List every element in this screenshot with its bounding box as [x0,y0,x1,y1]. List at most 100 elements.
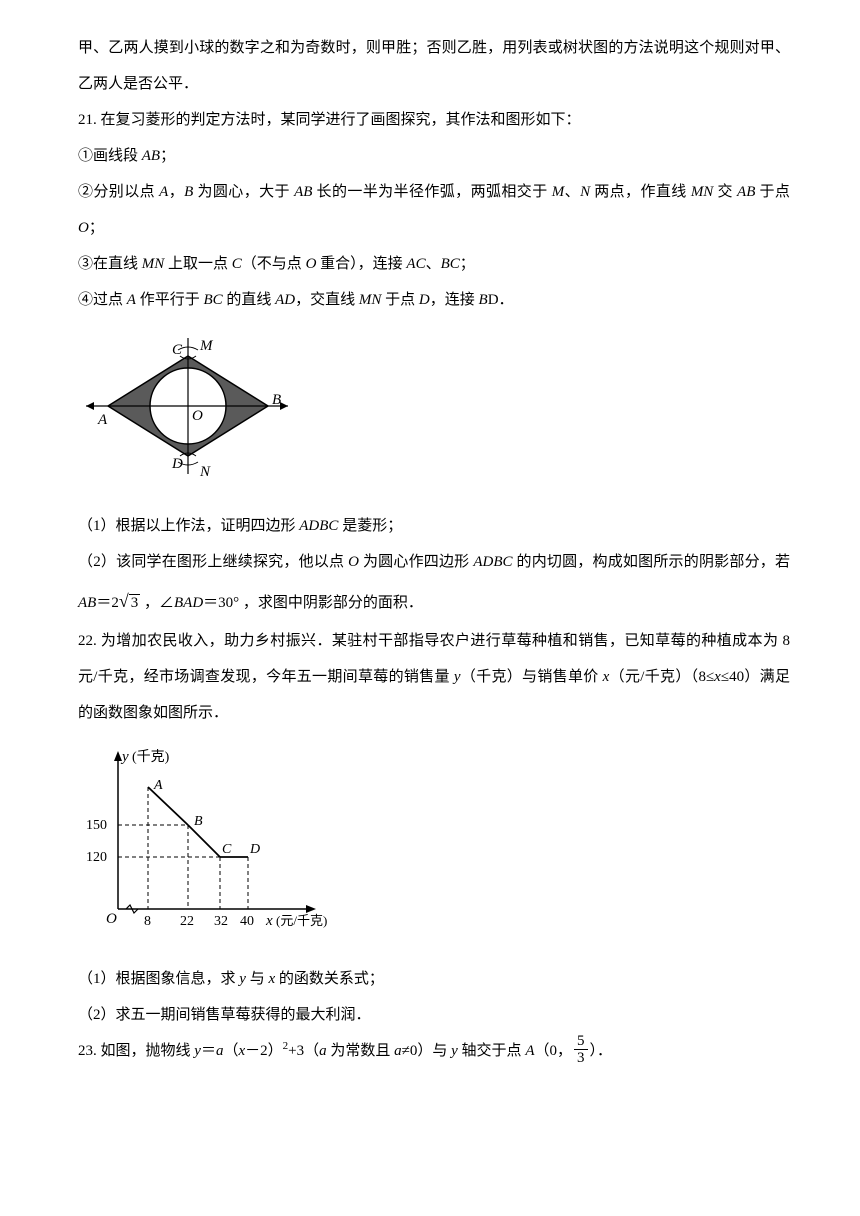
var-ADBC: ADBC [299,518,338,534]
var-BAD: BAD [174,595,203,611]
var-ADBC: ADBC [473,554,512,570]
var-BC: BC [441,256,460,272]
var-MN: MN [691,184,714,200]
text: 于点 [755,184,790,200]
q21-step4: ④过点 A 作平行于 BC 的直线 AD，交直线 MN 于点 D，连接 BD． [78,282,790,318]
fraction: 53 [574,1033,588,1067]
svg-text:120: 120 [86,850,107,865]
text: ； [160,148,175,164]
var-y: y [454,669,461,685]
text: ）． [590,1043,613,1059]
q21-step3: ③在直线 MN 上取一点 C（不与点 O 重合），连接 AC、BC； [78,246,790,282]
var-M: M [552,184,565,200]
svg-text:40: 40 [240,914,254,929]
frac-num: 5 [574,1033,588,1051]
var-a: a [394,1043,402,1059]
var-AB: AB [737,184,755,200]
var-AB: AB [142,148,160,164]
svg-text:D: D [171,456,183,472]
text: 两点，作直线 [590,184,691,200]
text: 为圆心，大于 [193,184,294,200]
q22-sub2: （2）求五一期间销售草莓获得的最大利润． [78,997,790,1033]
svg-text:C: C [222,842,232,857]
var-O: O [306,256,317,272]
svg-text:O: O [106,911,117,927]
text: （2）该同学在图形上继续探究，他以点 [78,554,348,570]
svg-text:x: x [265,913,273,929]
var-O: O [348,554,359,570]
text: （ [223,1043,238,1059]
text: 是菱形； [338,518,402,534]
text: ，连接 [430,292,479,308]
svg-text:B: B [272,392,281,408]
var-y: y [451,1043,458,1059]
text: （千克）与销售单价 [461,669,603,685]
var-x: x [714,669,721,685]
text: ，交直线 [295,292,359,308]
svg-text:22: 22 [180,914,194,929]
text: －2） [245,1043,283,1059]
text: ＝30° ，求图中阴影部分的面积． [203,595,423,611]
svg-text:A: A [153,778,163,793]
svg-text:M: M [199,338,214,354]
var-AB: AB [294,184,312,200]
text: （不与点 [242,256,306,272]
var-BC: BC [203,292,222,308]
var-O: O [78,220,89,236]
svg-text:B: B [194,814,203,829]
var-A: A [159,184,168,200]
var-C: C [232,256,242,272]
var-B: B [479,292,488,308]
var-D: D [419,292,430,308]
text: ＝2 [96,595,119,611]
q22: 22. 为增加农民收入，助力乡村振兴．某驻村干部指导农户进行草莓种植和销售，已知… [78,623,790,731]
text: 23. 如图，抛物线 [78,1043,194,1059]
var-B: B [184,184,193,200]
var-A: A [127,292,136,308]
svg-text:32: 32 [214,914,228,929]
text: D． [488,292,514,308]
q21-sub1: （1）根据以上作法，证明四边形 ADBC 是菱形； [78,508,790,544]
q21-sub2: （2）该同学在图形上继续探究，他以点 O 为圆心作四边形 ADBC 的内切圆，构… [78,544,790,623]
var-AB: AB [78,595,96,611]
q21-step2: ②分别以点 A，B 为圆心，大于 AB 长的一半为半径作弧，两弧相交于 M、N … [78,174,790,246]
var-y: y [194,1043,201,1059]
svg-text:(千克): (千克) [132,749,170,765]
svg-text:150: 150 [86,818,107,833]
text: 于点 [381,292,419,308]
text: 交 [713,184,737,200]
var-N: N [580,184,590,200]
sqrt-expr: √3 [119,580,140,623]
text: 为常数且 [327,1043,395,1059]
text: ≠0）与 [402,1043,451,1059]
frac-den: 3 [574,1050,588,1067]
svg-text:A: A [97,412,108,428]
text: ④过点 [78,292,127,308]
svg-text:C: C [172,342,183,358]
text: 、 [426,256,441,272]
text: ； [460,256,475,272]
text: 的直线 [223,292,276,308]
text: ③在直线 [78,256,142,272]
q23: 23. 如图，抛物线 y＝a（x－2）2+3（a 为常数且 a≠0）与 y 轴交… [78,1033,790,1069]
svg-text:y: y [120,749,129,765]
text: 的内切圆，构成如图所示的阴影部分，若 [513,554,790,570]
q21-step1: ①画线段 AB； [78,138,790,174]
svg-text:8: 8 [144,914,151,929]
text: 作平行于 [136,292,204,308]
sqrt-content: 3 [129,594,141,611]
svg-text:N: N [199,464,211,480]
text: 重合），连接 [316,256,406,272]
chart-figure: 150 120 8 22 32 40 O y (千克) x (元/千克) A B… [78,739,790,953]
text: 上取一点 [164,256,232,272]
var-AC: AC [406,256,425,272]
var-MN: MN [142,256,165,272]
text: 轴交于点 [458,1043,526,1059]
var-AD: AD [275,292,295,308]
text: ①画线段 [78,148,142,164]
text: ＝ [201,1043,216,1059]
text: （元/千克）（8≤ [609,669,714,685]
text: ； [89,220,104,236]
text: 、 [564,184,580,200]
q22-sub1: （1）根据图象信息，求 y 与 x 的函数关系式； [78,961,790,997]
